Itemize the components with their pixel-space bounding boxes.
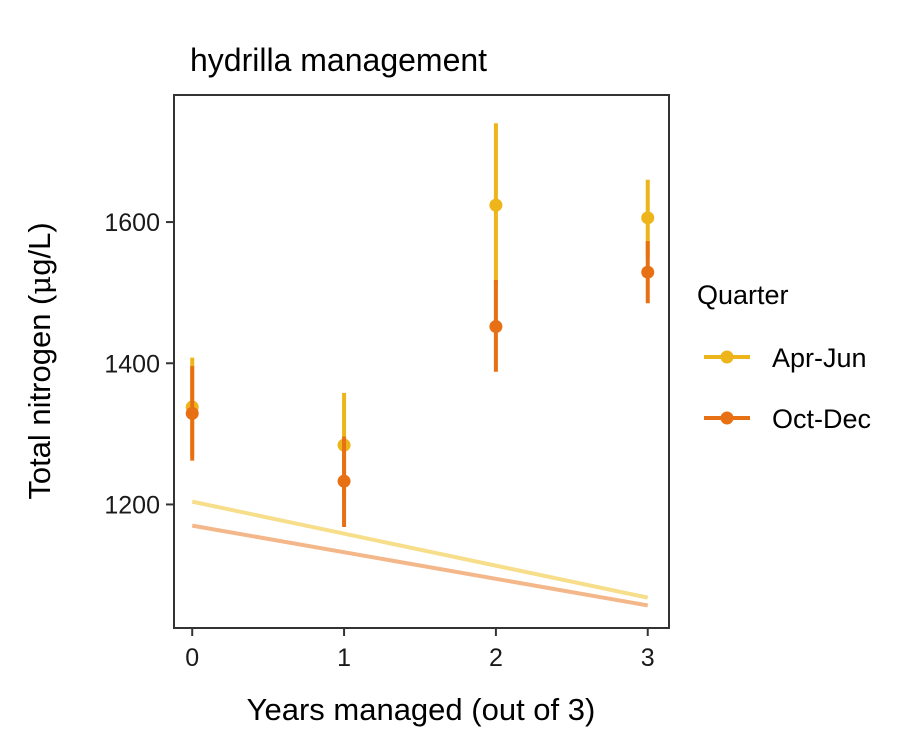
- y-axis: 1200 1400 1600: [104, 209, 174, 519]
- y-axis-title-mu: μ: [23, 276, 57, 295]
- data-point-oct-dec-0: [185, 406, 199, 420]
- data-point-oct-dec-3: [641, 265, 655, 279]
- data-point-oct-dec-2: [489, 320, 503, 334]
- legend-marker-oct-dec: [720, 411, 734, 425]
- y-tick-label: 1600: [104, 209, 160, 237]
- trend-line-apr-jun: [191, 499, 649, 600]
- trend-line-oct-dec: [191, 523, 649, 608]
- x-axis-title: Years managed (out of 3): [247, 692, 596, 727]
- y-tick-label: 1200: [104, 491, 160, 519]
- chart-title: hydrilla management: [190, 42, 487, 78]
- plot-panel-border: [173, 94, 670, 629]
- y-axis-title-prefix: Total nitrogen (: [22, 294, 57, 500]
- y-axis-title-suffix: g/L): [22, 222, 57, 275]
- x-tick-label: 0: [185, 644, 199, 672]
- x-tick-label: 2: [489, 644, 503, 672]
- x-tick-label: 3: [641, 644, 655, 672]
- plot-area: [185, 123, 655, 608]
- x-axis: 0 1 2 3: [185, 628, 655, 672]
- y-axis-title: Total nitrogen (μg/L): [22, 222, 57, 499]
- data-point-oct-dec-1: [337, 474, 351, 488]
- legend-label-oct-dec: Oct-Dec: [772, 404, 871, 434]
- legend-title: Quarter: [697, 280, 789, 310]
- legend-marker-apr-jun: [720, 350, 734, 364]
- x-tick-label: 1: [337, 644, 351, 672]
- legend-label-apr-jun: Apr-Jun: [772, 343, 867, 373]
- data-point-apr-jun-3: [641, 211, 655, 225]
- y-tick-label: 1400: [104, 350, 160, 378]
- data-point-apr-jun-2: [489, 198, 503, 212]
- legend: Quarter Apr-Jun Oct-Dec: [697, 280, 871, 434]
